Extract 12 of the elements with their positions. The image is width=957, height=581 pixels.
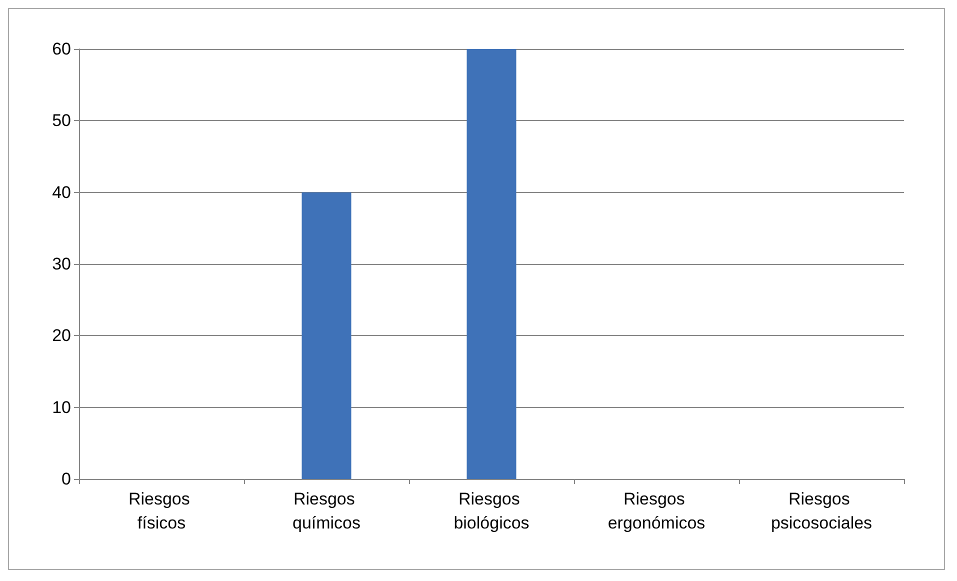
y-tick-label: 40	[52, 182, 71, 202]
x-tick-label: Riesgos físicos	[128, 490, 195, 532]
x-tick-label: Riesgos químicos	[292, 490, 361, 532]
y-tick-label: 20	[52, 326, 71, 346]
y-tick-label: 50	[52, 111, 71, 130]
x-tick-label: Riesgos psicosociales	[770, 490, 872, 532]
x-tick-label: Riesgos biológicos	[454, 490, 530, 532]
y-tick-label: 30	[52, 254, 71, 274]
y-tick-label: 10	[52, 398, 71, 417]
y-tick-label: 0	[62, 470, 71, 488]
y-tick-label: 60	[52, 40, 71, 58]
x-tick-label: Riesgos ergonómicos	[608, 490, 706, 532]
